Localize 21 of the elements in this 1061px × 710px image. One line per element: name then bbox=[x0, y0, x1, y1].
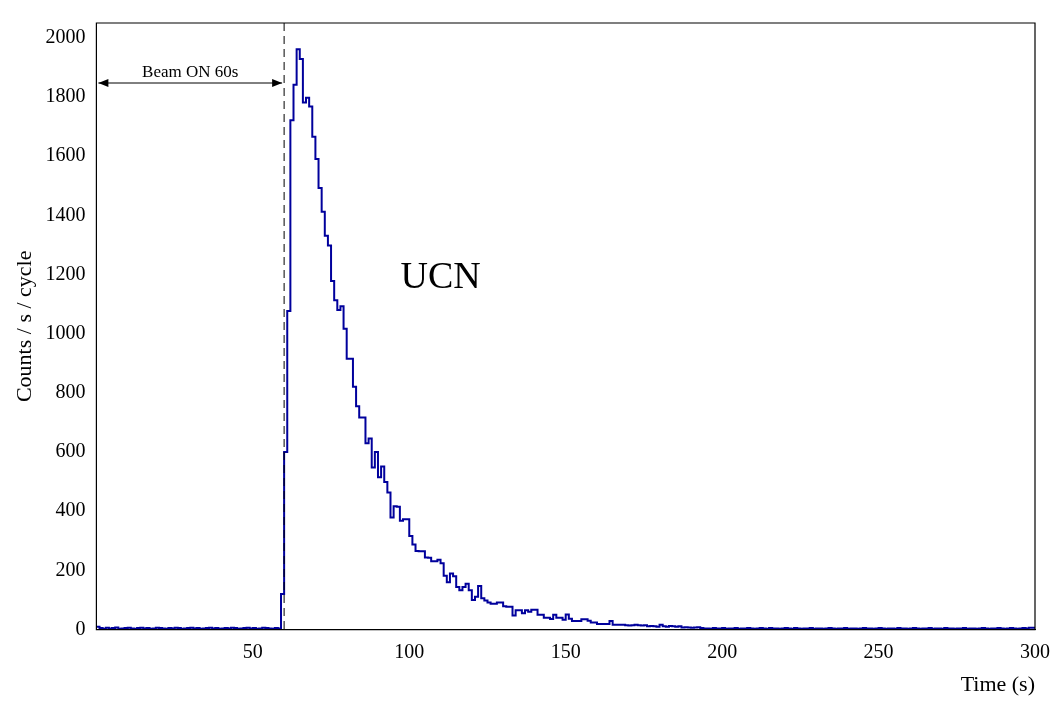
y-tick-label: 2000 bbox=[45, 25, 86, 48]
x-axis-title: Time (s) bbox=[960, 670, 1035, 696]
x-tick-label: 300 bbox=[1020, 639, 1050, 662]
y-tick-label: 1000 bbox=[45, 320, 86, 343]
x-tick-label: 150 bbox=[550, 639, 581, 662]
y-tick-label: 1800 bbox=[45, 84, 86, 107]
y-tick-label: 200 bbox=[55, 557, 86, 580]
y-tick-label: 0 bbox=[75, 616, 86, 639]
x-tick-label: 200 bbox=[707, 639, 738, 662]
ref-line-label: Beam ON 60s bbox=[142, 61, 239, 81]
y-tick-label: 600 bbox=[55, 439, 86, 462]
y-tick-label: 400 bbox=[55, 498, 86, 521]
x-tick-label: 50 bbox=[242, 639, 263, 662]
y-tick-label: 1400 bbox=[45, 202, 86, 225]
y-axis-title: Counts / s / cycle bbox=[10, 250, 36, 403]
y-tick-label: 800 bbox=[55, 380, 86, 403]
x-tick-label: 250 bbox=[863, 639, 894, 662]
x-tick-label: 100 bbox=[394, 639, 425, 662]
y-tick-label: 1600 bbox=[45, 143, 86, 166]
y-tick-label: 1200 bbox=[45, 261, 86, 284]
annotation: UCN bbox=[400, 253, 481, 296]
